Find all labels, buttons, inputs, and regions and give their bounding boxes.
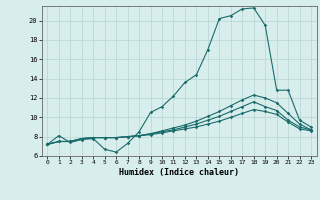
X-axis label: Humidex (Indice chaleur): Humidex (Indice chaleur) [119,168,239,177]
